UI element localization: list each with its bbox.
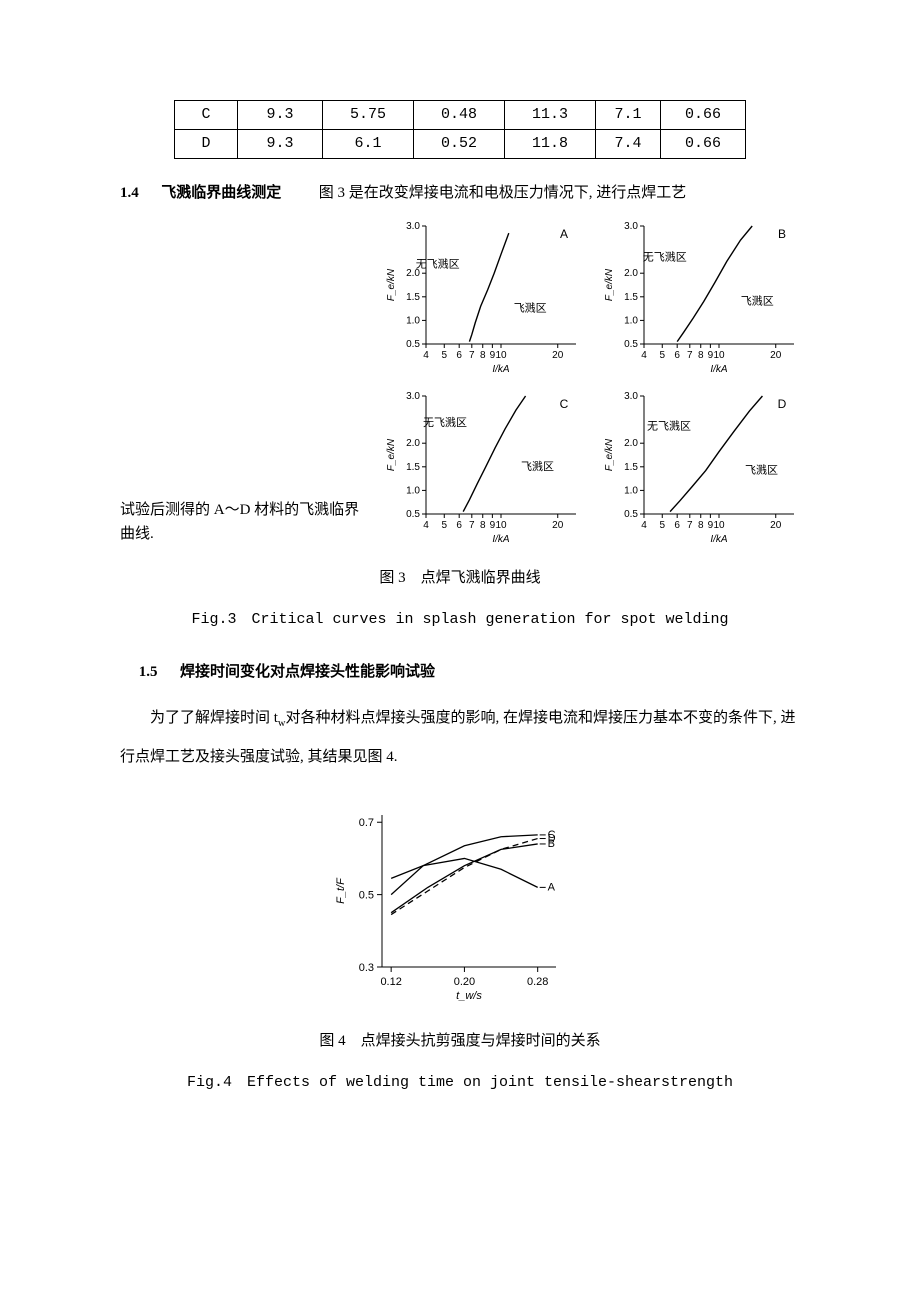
fig3-panel-D: 0.51.01.52.03.04567891020I/kAF_e/kN无飞溅区飞… bbox=[600, 388, 800, 548]
svg-text:20: 20 bbox=[552, 520, 564, 531]
svg-text:飞溅区: 飞溅区 bbox=[521, 459, 554, 473]
svg-text:8: 8 bbox=[480, 350, 486, 361]
svg-text:0.3: 0.3 bbox=[359, 962, 374, 974]
svg-text:6: 6 bbox=[674, 350, 680, 361]
table-row: C9.35.750.4811.37.10.66 bbox=[175, 101, 746, 130]
svg-text:10: 10 bbox=[495, 350, 507, 361]
svg-text:3.0: 3.0 bbox=[406, 391, 420, 402]
section-num: 1.4 bbox=[120, 185, 139, 201]
svg-text:无飞溅区: 无飞溅区 bbox=[416, 257, 460, 271]
section-title: 飞溅临界曲线测定 bbox=[161, 185, 281, 201]
fig4-caption-en: Fig.4 Effects of welding time on joint t… bbox=[120, 1071, 800, 1095]
fig3-panel-B: 0.51.01.52.03.04567891020I/kAF_e/kN无飞溅区飞… bbox=[600, 218, 800, 378]
svg-text:I/kA: I/kA bbox=[710, 534, 728, 545]
svg-text:飞溅区: 飞溅区 bbox=[741, 294, 774, 308]
fig4-caption-cn: 图 4 点焊接头抗剪强度与焊接时间的关系 bbox=[120, 1029, 800, 1053]
svg-text:3.0: 3.0 bbox=[624, 221, 638, 232]
fig3-panel-C: 0.51.01.52.03.04567891020I/kAF_e/kN无飞溅区飞… bbox=[382, 388, 582, 548]
svg-text:飞溅区: 飞溅区 bbox=[514, 301, 547, 315]
svg-text:6: 6 bbox=[456, 520, 462, 531]
svg-text:D: D bbox=[778, 397, 787, 411]
data-table: C9.35.750.4811.37.10.66D9.36.10.5211.87.… bbox=[174, 100, 746, 159]
svg-text:1.0: 1.0 bbox=[624, 485, 638, 496]
svg-text:3.0: 3.0 bbox=[406, 221, 420, 232]
svg-text:无飞溅区: 无飞溅区 bbox=[643, 250, 687, 264]
section-lead: 图 3 是在改变焊接电流和电极压力情况下, 进行点焊工艺 bbox=[319, 185, 687, 201]
svg-text:4: 4 bbox=[423, 520, 429, 531]
svg-text:2.0: 2.0 bbox=[624, 438, 638, 449]
svg-text:A: A bbox=[548, 881, 556, 893]
svg-text:0.5: 0.5 bbox=[406, 509, 420, 520]
svg-text:1.0: 1.0 bbox=[406, 315, 420, 326]
svg-text:无飞溅区: 无飞溅区 bbox=[423, 415, 467, 429]
svg-text:5: 5 bbox=[659, 350, 665, 361]
svg-text:7: 7 bbox=[687, 350, 693, 361]
svg-text:D: D bbox=[548, 833, 556, 845]
svg-text:8: 8 bbox=[480, 520, 486, 531]
svg-text:t_w/s: t_w/s bbox=[456, 990, 482, 1002]
svg-text:C: C bbox=[560, 397, 569, 411]
svg-text:F_e/kN: F_e/kN bbox=[386, 438, 397, 471]
svg-text:6: 6 bbox=[456, 350, 462, 361]
svg-text:1.0: 1.0 bbox=[406, 485, 420, 496]
svg-text:I/kA: I/kA bbox=[710, 364, 728, 375]
svg-text:7: 7 bbox=[687, 520, 693, 531]
svg-text:F_e/kN: F_e/kN bbox=[386, 268, 397, 301]
fig3-panel-A: 0.51.01.52.03.04567891020I/kAF_e/kN无飞溅区飞… bbox=[382, 218, 582, 378]
svg-text:F_e/kN: F_e/kN bbox=[604, 438, 615, 471]
svg-text:F_e/kN: F_e/kN bbox=[604, 268, 615, 301]
svg-text:1.0: 1.0 bbox=[624, 315, 638, 326]
fig3-caption-en: Fig.3 Critical curves in splash generati… bbox=[120, 608, 800, 632]
figure-4: 0.30.50.70.120.200.28t_w/sF_t/FABCD bbox=[120, 803, 800, 1011]
svg-text:I/kA: I/kA bbox=[492, 534, 510, 545]
table-row: D9.36.10.5211.87.40.66 bbox=[175, 130, 746, 159]
svg-text:20: 20 bbox=[552, 350, 564, 361]
svg-text:10: 10 bbox=[713, 350, 725, 361]
svg-text:8: 8 bbox=[698, 520, 704, 531]
svg-text:0.28: 0.28 bbox=[527, 976, 548, 988]
svg-text:1.5: 1.5 bbox=[406, 292, 420, 303]
svg-text:B: B bbox=[778, 227, 786, 241]
svg-text:10: 10 bbox=[495, 520, 507, 531]
svg-text:1.5: 1.5 bbox=[406, 462, 420, 473]
svg-text:5: 5 bbox=[441, 520, 447, 531]
fig3-caption-cn: 图 3 点焊飞溅临界曲线 bbox=[120, 566, 800, 590]
svg-text:7: 7 bbox=[469, 520, 475, 531]
svg-text:0.5: 0.5 bbox=[624, 339, 638, 350]
svg-text:无飞溅区: 无飞溅区 bbox=[647, 419, 691, 433]
svg-text:4: 4 bbox=[423, 350, 429, 361]
section-1-5-para: 为了了解焊接时间 tw对各种材料点焊接头强度的影响, 在焊接电流和焊接压力基本不… bbox=[120, 699, 800, 777]
svg-text:5: 5 bbox=[441, 350, 447, 361]
svg-text:6: 6 bbox=[674, 520, 680, 531]
svg-text:0.12: 0.12 bbox=[380, 976, 401, 988]
section-num: 1.5 bbox=[139, 664, 158, 680]
svg-text:7: 7 bbox=[469, 350, 475, 361]
figure-3: 0.51.01.52.03.04567891020I/kAF_e/kN无飞溅区飞… bbox=[382, 218, 800, 548]
svg-text:A: A bbox=[560, 227, 568, 241]
svg-text:I/kA: I/kA bbox=[492, 364, 510, 375]
svg-text:2.0: 2.0 bbox=[406, 438, 420, 449]
svg-text:1.5: 1.5 bbox=[624, 292, 638, 303]
section-title: 焊接时间变化对点焊接头性能影响试验 bbox=[180, 664, 435, 680]
section-1-4-trail: 试验后测得的 A～D 材料的飞溅临界曲线. bbox=[120, 498, 364, 548]
svg-text:4: 4 bbox=[641, 350, 647, 361]
svg-text:10: 10 bbox=[713, 520, 725, 531]
svg-text:1.5: 1.5 bbox=[624, 462, 638, 473]
svg-text:0.20: 0.20 bbox=[454, 976, 475, 988]
section-1-5: 1.5 焊接时间变化对点焊接头性能影响试验 bbox=[120, 656, 800, 689]
svg-text:0.5: 0.5 bbox=[359, 890, 374, 902]
svg-text:2.0: 2.0 bbox=[624, 268, 638, 279]
svg-text:0.7: 0.7 bbox=[359, 817, 374, 829]
svg-text:F_t/F: F_t/F bbox=[335, 877, 347, 904]
svg-text:0.5: 0.5 bbox=[406, 339, 420, 350]
section-1-4: 1.4 飞溅临界曲线测定 图 3 是在改变焊接电流和电极压力情况下, 进行点焊工… bbox=[120, 177, 800, 210]
svg-text:0.5: 0.5 bbox=[624, 509, 638, 520]
svg-text:3.0: 3.0 bbox=[624, 391, 638, 402]
svg-text:5: 5 bbox=[659, 520, 665, 531]
svg-text:4: 4 bbox=[641, 520, 647, 531]
svg-text:20: 20 bbox=[770, 350, 782, 361]
svg-text:8: 8 bbox=[698, 350, 704, 361]
svg-text:20: 20 bbox=[770, 520, 782, 531]
svg-text:飞溅区: 飞溅区 bbox=[745, 463, 778, 477]
